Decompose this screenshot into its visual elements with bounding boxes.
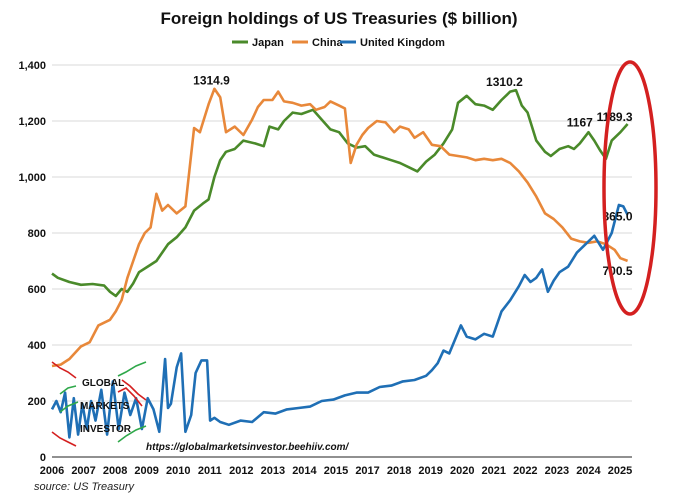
data-label: 865.0 xyxy=(602,209,632,223)
x-tick-label: 2025 xyxy=(608,465,632,477)
chart-title: Foreign holdings of US Treasuries ($ bil… xyxy=(160,9,517,28)
x-axis-ticks: 2006 2007 2008 2009 2010 2011 2012 2013 2014 2015… xyxy=(40,465,632,477)
data-label: 700.5 xyxy=(602,264,632,278)
x-tick-label: 2011 xyxy=(198,465,222,477)
x-tick-label: 2006 xyxy=(40,465,64,477)
x-tick-label: 2012 xyxy=(229,465,253,477)
series-line-united-kingdom xyxy=(50,203,629,439)
y-tick-label: 1,400 xyxy=(18,60,46,72)
gridlines xyxy=(52,64,632,402)
legend-label: China xyxy=(312,37,343,49)
x-tick-label: 2019 xyxy=(418,465,442,477)
watermark-url: https://globalmarketsinvestor.beehiiv.co… xyxy=(146,442,350,453)
y-tick-label: 200 xyxy=(28,396,46,408)
x-tick-label: 2008 xyxy=(103,465,127,477)
legend-label: United Kingdom xyxy=(360,37,445,49)
y-tick-label: 1,000 xyxy=(18,172,46,184)
x-tick-label: 2013 xyxy=(261,465,285,477)
logo-text-line-1: GLOBAL xyxy=(82,378,124,389)
x-tick-label: 2009 xyxy=(134,465,158,477)
x-tick-label: 2022 xyxy=(513,465,537,477)
x-tick-label: 2018 xyxy=(387,465,411,477)
x-tick-label: 2010 xyxy=(166,465,190,477)
x-tick-label: 2015 xyxy=(324,465,348,477)
data-label: 1314.9 xyxy=(193,74,230,88)
legend-label: Japan xyxy=(252,37,284,49)
logo-text-line-3: INVESTOR xyxy=(80,424,132,435)
x-tick-label: 2017 xyxy=(355,465,379,477)
x-tick-label: 2014 xyxy=(292,465,317,477)
highlight-ellipse xyxy=(602,60,658,316)
trend-arrows-icon xyxy=(51,361,147,447)
x-tick-label: 2023 xyxy=(545,465,569,477)
series-lines xyxy=(50,87,629,439)
y-axis-ticks: 0 200 400 600 800 1,000 1,200 1,400 xyxy=(18,60,46,464)
data-label: 1189.3 xyxy=(597,110,633,124)
y-tick-label: 1,200 xyxy=(18,116,46,128)
series-line-china xyxy=(51,87,629,368)
data-label: 1310.2 xyxy=(486,75,523,89)
legend: Japan China United Kingdom xyxy=(232,37,445,49)
logo-text-line-2: MARKETS xyxy=(80,401,130,412)
y-tick-label: 600 xyxy=(28,284,46,296)
y-tick-label: 400 xyxy=(28,340,46,352)
data-label: 1167 xyxy=(567,116,593,130)
y-tick-label: 800 xyxy=(28,228,46,240)
x-tick-label: 2020 xyxy=(450,465,474,477)
x-tick-label: 2007 xyxy=(71,465,95,477)
x-tick-label: 2021 xyxy=(482,465,506,477)
y-tick-label: 0 xyxy=(40,452,46,464)
x-tick-label: 2024 xyxy=(576,465,601,477)
source-note: source: US Treasury xyxy=(34,481,136,493)
global-markets-investor-logo: GLOBAL MARKETS INVESTOR xyxy=(51,361,147,447)
